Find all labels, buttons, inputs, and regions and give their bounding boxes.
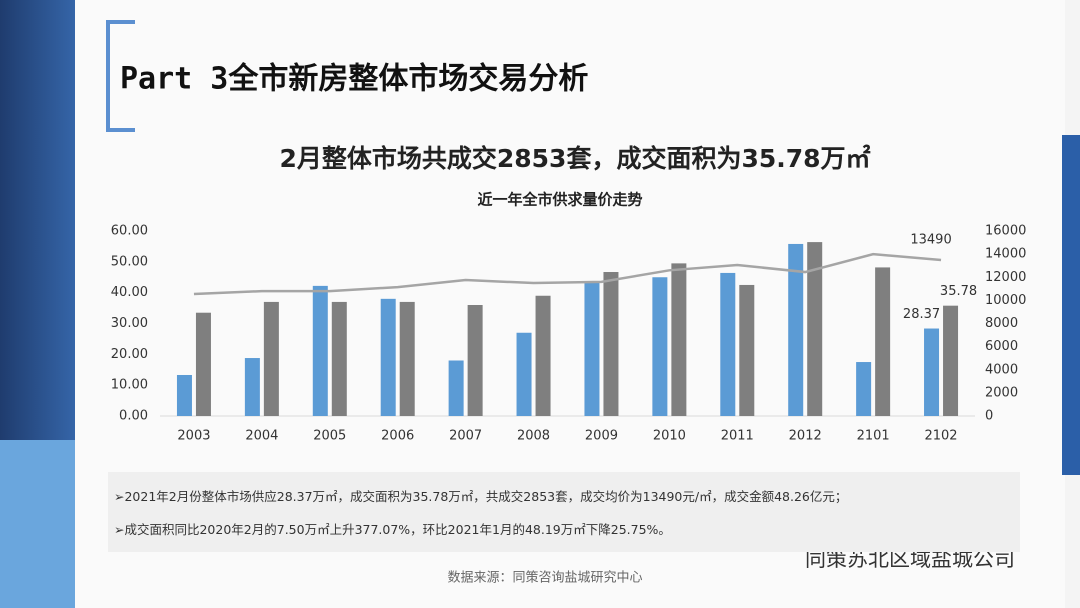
notes-box: ➢2021年2月份整体市场供应28.37万㎡，成交面积为35.78万㎡，共成交2… (108, 472, 1020, 552)
x-tick-label: 2004 (245, 429, 278, 444)
bar (244, 358, 260, 416)
right-band (1062, 135, 1080, 475)
line (193, 252, 942, 296)
data-label: 35.78 (940, 284, 977, 299)
x-tick-label: 2003 (177, 429, 210, 444)
chart-title: 近一年全市供求量价走势 (477, 191, 642, 209)
data-label: 13490 (910, 233, 951, 248)
page-title: Part 3全市新房整体市场交易分析 (120, 62, 588, 97)
bar (331, 301, 347, 416)
bar (467, 305, 483, 416)
x-tick-label: 2102 (924, 429, 957, 444)
bar (584, 281, 600, 416)
bar (399, 301, 415, 416)
y-tick-label: 10.00 (111, 378, 148, 393)
x-tick-label: 2101 (857, 429, 890, 444)
bar (856, 362, 872, 416)
bar (671, 263, 687, 416)
y2-tick-label: 6000 (985, 339, 1018, 354)
y-tick-label: 0.00 (119, 409, 148, 424)
y2-tick-label: 10000 (985, 293, 1026, 308)
x-tick-label: 2011 (721, 429, 754, 444)
x-tick-label: 2012 (789, 429, 822, 444)
bar (652, 277, 668, 416)
data-label: 28.37 (903, 307, 940, 322)
left-band-light (0, 440, 75, 608)
bar (720, 272, 736, 416)
x-tick-label: 2010 (653, 429, 686, 444)
x-tick-label: 2007 (449, 429, 482, 444)
y-tick-label: 60.00 (111, 224, 148, 239)
bar (176, 374, 192, 416)
y-tick-label: 50.00 (111, 254, 148, 269)
y2-tick-label: 0 (985, 409, 993, 424)
bar (603, 272, 619, 416)
bar (875, 267, 891, 416)
headline: 2月整体市场共成交2853套，成交面积为35.78万㎡ (279, 144, 870, 173)
bar (195, 312, 211, 416)
y2-tick-label: 2000 (985, 385, 1018, 400)
bar (312, 285, 328, 416)
bar (448, 360, 464, 416)
y-tick-label: 20.00 (111, 347, 148, 362)
y2-tick-label: 8000 (985, 316, 1018, 331)
y2-tick-label: 16000 (985, 224, 1026, 239)
y2-tick-label: 12000 (985, 270, 1026, 285)
x-tick-label: 2006 (381, 429, 414, 444)
x-tick-label: 2005 (313, 429, 346, 444)
y-tick-label: 30.00 (111, 316, 148, 331)
bar (807, 242, 823, 416)
y2-tick-label: 14000 (985, 247, 1026, 262)
bar (924, 328, 940, 416)
bar (263, 301, 279, 416)
x-tick-label: 2009 (585, 429, 618, 444)
y-tick-label: 40.00 (111, 285, 148, 300)
bar (516, 332, 532, 416)
bar (380, 298, 396, 416)
bar (943, 305, 959, 416)
note: ➢2021年2月份整体市场供应28.37万㎡，成交面积为35.78万㎡，共成交2… (114, 489, 848, 504)
y2-tick-label: 4000 (985, 362, 1018, 377)
note: ➢成交面积同比2020年2月的7.50万㎡上升377.07%，环比2021年1月… (114, 522, 671, 537)
bar (788, 243, 804, 416)
x-tick-label: 2008 (517, 429, 550, 444)
title-bracket (106, 20, 135, 132)
bar (739, 284, 755, 416)
source: 数据来源：同策咨询盐城研究中心 (447, 570, 642, 586)
bar (535, 295, 551, 416)
